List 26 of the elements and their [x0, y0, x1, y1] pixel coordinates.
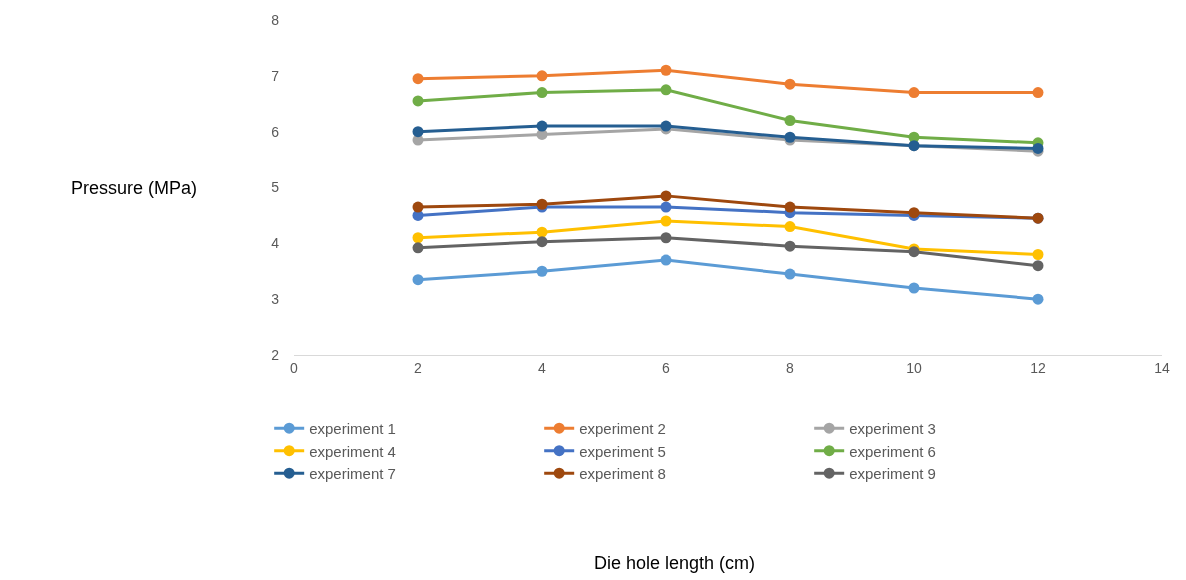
y-tick-label: 6: [271, 123, 280, 140]
y-tick-label: 7: [271, 67, 280, 84]
y-tick-label: 8: [271, 11, 280, 28]
x-tick-label: 2: [414, 359, 423, 376]
legend-label: experiment 9: [849, 465, 936, 483]
x-tick-label: 0: [290, 359, 299, 376]
legend-label: experiment 1: [309, 420, 396, 438]
x-tick-label: 10: [906, 359, 922, 376]
x-tick-label: 8: [786, 359, 795, 376]
y-tick-label: 3: [271, 291, 280, 308]
x-tick-label: 4: [538, 359, 547, 376]
y-tick-label: 2: [271, 346, 280, 363]
text: Die hole length (cm): [594, 553, 756, 573]
y-axis-title: Pressure (MPa): [71, 178, 198, 198]
legend-label: experiment 4: [309, 442, 396, 460]
y-tick-label: 4: [271, 235, 280, 252]
legend-label: experiment 2: [579, 420, 666, 438]
legend-label: experiment 8: [579, 465, 666, 483]
x-tick-label: 6: [662, 359, 671, 376]
x-tick-label: 12: [1030, 359, 1046, 376]
x-tick-label: 14: [1154, 359, 1170, 376]
legend-label: experiment 7: [309, 465, 396, 483]
legend-label: experiment 5: [579, 442, 666, 460]
y-tick-label: 5: [271, 179, 280, 196]
legend-label: experiment 3: [849, 420, 936, 438]
legend-label: experiment 6: [849, 442, 936, 460]
